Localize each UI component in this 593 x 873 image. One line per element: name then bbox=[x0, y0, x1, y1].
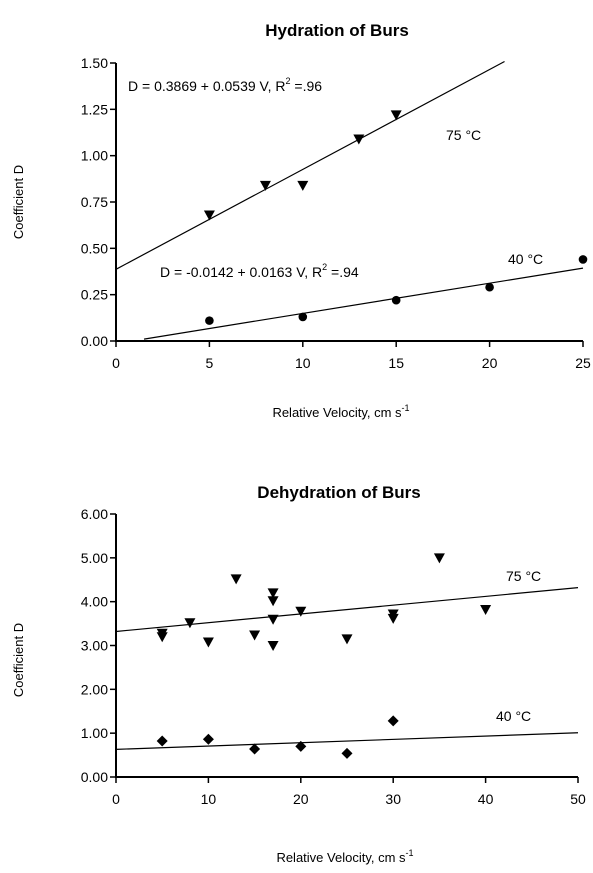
hydration-y-tick-label: 0.50 bbox=[81, 240, 108, 256]
hydration-40c-point bbox=[391, 295, 401, 305]
dehydration-x-tick-label: 20 bbox=[293, 791, 309, 807]
hydration-40c-point bbox=[298, 312, 308, 322]
dehydration-x-axis-label: Relative Velocity, cm s-1 bbox=[276, 848, 413, 865]
dehydration-x-tick-label: 0 bbox=[112, 791, 120, 807]
dehydration-75c-point bbox=[267, 588, 279, 599]
hydration-75c-point bbox=[353, 134, 365, 145]
hydration-x-tick-label: 15 bbox=[388, 355, 404, 371]
hydration-x-tick-label: 25 bbox=[575, 355, 591, 371]
hydration-40c-point bbox=[485, 282, 494, 292]
hydration-y-tick-label: 0.25 bbox=[81, 287, 108, 303]
dehydration-40c-point bbox=[249, 743, 261, 755]
dehydration-x-tick-label: 50 bbox=[570, 791, 586, 807]
hydration-40c-label: 40 °C bbox=[508, 251, 543, 267]
dehydration-75c-point bbox=[341, 634, 353, 645]
dehydration-75c-point bbox=[184, 618, 196, 629]
hydration-75c-point bbox=[259, 180, 271, 191]
dehydration-75c-point bbox=[156, 632, 168, 643]
dehydration-y-tick-label: 1.00 bbox=[81, 725, 108, 741]
hydration-40c-equation: D = -0.0142 + 0.0163 V, R2 =.94 bbox=[160, 262, 359, 280]
dehydration-y-axis-label: Coefficient D bbox=[11, 623, 26, 697]
dehydration-75c-point bbox=[202, 637, 214, 648]
hydration-75c-label: 75 °C bbox=[446, 127, 481, 143]
hydration-y-tick-label: 0.00 bbox=[81, 333, 108, 349]
hydration-chart: Hydration of Burs Coefficient D Relative… bbox=[11, 21, 591, 420]
hydration-y-tick-label: 0.75 bbox=[81, 194, 108, 210]
hydration-75c-point bbox=[203, 210, 215, 221]
dehydration-x-tick-label: 40 bbox=[478, 791, 494, 807]
hydration-75c-fit-line bbox=[115, 60, 505, 270]
dehydration-40c-fit-line bbox=[115, 732, 579, 750]
dehydration-75c-point bbox=[295, 606, 307, 617]
dehydration-fit-lines bbox=[115, 587, 579, 750]
dehydration-y-tick-label: 5.00 bbox=[81, 550, 108, 566]
hydration-x-tick-label: 20 bbox=[482, 355, 498, 371]
dehydration-y-tick-label: 2.00 bbox=[81, 681, 108, 697]
hydration-75c-equation: D = 0.3869 + 0.0539 V, R2 =.96 bbox=[128, 76, 322, 94]
hydration-y-tick-label: 1.50 bbox=[81, 55, 108, 71]
hydration-40c-fit-line bbox=[143, 267, 584, 340]
dehydration-x-tick-label: 30 bbox=[385, 791, 401, 807]
dehydration-40c-point bbox=[156, 735, 168, 747]
dehydration-y-tick-label: 0.00 bbox=[81, 769, 108, 785]
dehydration-x-tick-label: 10 bbox=[201, 791, 217, 807]
hydration-x-tick-label: 10 bbox=[295, 355, 311, 371]
dehydration-75c-point bbox=[267, 641, 279, 651]
dehydration-40c-point bbox=[387, 715, 399, 727]
hydration-x-axis-label: Relative Velocity, cm s-1 bbox=[272, 403, 409, 420]
hydration-75c-point bbox=[390, 110, 402, 121]
dehydration-75c-fit-line bbox=[115, 587, 579, 633]
hydration-75c-point bbox=[297, 180, 309, 191]
dehydration-40c-point bbox=[202, 733, 214, 745]
hydration-fit-lines bbox=[115, 60, 584, 340]
dehydration-chart-title: Dehydration of Burs bbox=[257, 483, 420, 502]
dehydration-75c-point bbox=[267, 614, 279, 625]
dehydration-data-points bbox=[156, 553, 492, 759]
dehydration-chart: Dehydration of Burs Coefficient D Relati… bbox=[11, 483, 586, 865]
dehydration-75c-point bbox=[230, 574, 242, 585]
hydration-data-points bbox=[203, 110, 588, 325]
dehydration-y-tick-label: 3.00 bbox=[81, 638, 108, 654]
hydration-axes: 0.00 0.25 0.50 0.75 1.00 1.25 1.50 0 5 10 15 20 25 bbox=[81, 55, 591, 371]
dehydration-75c-point bbox=[267, 596, 279, 607]
hydration-x-tick-label: 0 bbox=[112, 355, 120, 371]
hydration-chart-title: Hydration of Burs bbox=[265, 21, 409, 40]
hydration-40c-point bbox=[205, 316, 214, 325]
hydration-y-tick-label: 1.00 bbox=[81, 148, 108, 164]
dehydration-axes: 0.00 1.00 2.00 3.00 4.00 5.00 6.00 0 10 20 30 40 50 bbox=[81, 506, 586, 807]
dehydration-40c-label: 40 °C bbox=[496, 708, 531, 724]
dehydration-75c-label: 75 °C bbox=[506, 568, 541, 584]
hydration-x-tick-label: 5 bbox=[206, 355, 214, 371]
dehydration-75c-point bbox=[480, 605, 492, 616]
hydration-40c-point bbox=[578, 255, 588, 264]
dehydration-y-tick-label: 4.00 bbox=[81, 594, 108, 610]
hydration-y-axis-label: Coefficient D bbox=[11, 165, 26, 239]
dehydration-75c-point bbox=[433, 553, 445, 564]
dehydration-75c-point bbox=[249, 630, 261, 641]
dehydration-75c-point bbox=[387, 613, 399, 624]
dehydration-40c-point bbox=[295, 740, 307, 752]
dehydration-y-tick-label: 6.00 bbox=[81, 506, 108, 522]
dehydration-40c-point bbox=[341, 747, 353, 759]
hydration-y-tick-label: 1.25 bbox=[81, 101, 108, 117]
